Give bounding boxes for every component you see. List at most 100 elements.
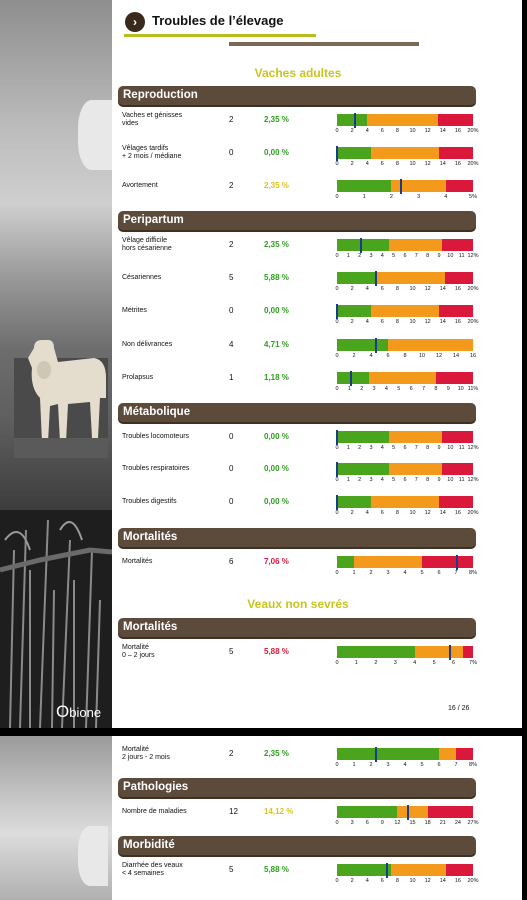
indicator-bar bbox=[337, 147, 473, 159]
tick-label: 10 bbox=[409, 319, 416, 325]
bar-scale: 0 2 4 6 8 10 12 14 16 20% bbox=[335, 510, 479, 518]
indicator-label: Mortalités bbox=[122, 558, 153, 565]
indicator-label: Non délivrances bbox=[122, 341, 173, 348]
indicator-count: 2 bbox=[229, 115, 234, 124]
indicator-row: Vaches et génisses vides 2 2,35 % 0 2 4 6 8 10 12… bbox=[0, 112, 522, 152]
tick-label: 3 bbox=[372, 386, 376, 392]
section-header-peripartum: Peripartum bbox=[118, 211, 476, 230]
bar-segment bbox=[337, 646, 415, 658]
bar-segment bbox=[456, 748, 473, 760]
tick-label: 12% bbox=[467, 477, 479, 483]
value-marker bbox=[336, 430, 338, 445]
indicator-row: Vêlage difficile hors césarienne 2 2,35 % 0… bbox=[0, 237, 522, 277]
indicator-row: Mortalité 0 – 2 jours 5 5,88 % 0 1 2 3 4 5 6 7% bbox=[0, 644, 522, 684]
tick-label: 2 bbox=[369, 762, 373, 768]
tick-label: 14 bbox=[439, 510, 446, 516]
tick-label: 8 bbox=[395, 319, 399, 325]
tick-label: 12 bbox=[435, 353, 443, 359]
tick-label: 0 bbox=[335, 286, 339, 292]
indicator-row: Troubles digestifs 0 0,00 % 0 2 4 6 8 10 12 14 16 20… bbox=[0, 494, 522, 534]
tick-label: 4 bbox=[369, 353, 373, 359]
value-marker bbox=[375, 271, 378, 286]
tick-label: 5 bbox=[392, 253, 396, 259]
cow-photo-strip bbox=[0, 736, 112, 900]
tick-label: 6 bbox=[403, 253, 407, 259]
bar-segment bbox=[337, 239, 390, 251]
tick-label: 14 bbox=[439, 128, 446, 134]
indicator-label: Diarrhée des veaux < 4 semaines bbox=[122, 862, 183, 877]
bar-scale: 0 1 2 3 4 5 6 7 8 9 10 11% bbox=[335, 386, 478, 394]
bar-segment bbox=[337, 372, 370, 384]
indicator-bar bbox=[337, 556, 473, 568]
tick-label: 10 bbox=[457, 386, 464, 392]
bar-segment bbox=[439, 305, 473, 317]
indicator-label: Vaches et génisses vides bbox=[122, 112, 183, 127]
tick-label: 0 bbox=[335, 128, 339, 134]
page-title: Troubles de l’élevage bbox=[152, 13, 284, 28]
value-marker bbox=[349, 371, 352, 386]
bar-segment bbox=[337, 806, 398, 818]
section-header-mortalites: Mortalités bbox=[118, 618, 476, 637]
tick-label: 6 bbox=[409, 386, 413, 392]
bar-scale: 0 2 4 6 8 10 12 14 16 20% bbox=[335, 128, 478, 136]
tick-label: 4 bbox=[365, 286, 369, 292]
tick-label: 3 bbox=[417, 194, 421, 200]
indicator-bar bbox=[337, 806, 473, 818]
page-number: 16 / 26 bbox=[448, 705, 470, 712]
tick-label: 4 bbox=[444, 194, 448, 200]
bar-scale: 0 2 4 6 8 10 12 14 16 20% bbox=[335, 161, 478, 169]
tick-label: 9 bbox=[446, 386, 450, 392]
tick-label: 12 bbox=[424, 510, 431, 516]
tick-label: 5 bbox=[392, 477, 396, 483]
tick-label: 20% bbox=[467, 510, 479, 516]
bar-segment bbox=[337, 180, 392, 192]
tick-label: 4 bbox=[365, 878, 369, 884]
tick-label: 5 bbox=[397, 386, 401, 392]
bar-segment bbox=[437, 114, 473, 126]
indicator-row: Avortement 2 2,35 % 0 1 2 3 4 5% bbox=[0, 178, 522, 218]
chevron-right-icon[interactable]: › bbox=[125, 12, 145, 32]
indicator-label: Troubles digestifs bbox=[122, 498, 177, 505]
tick-label: 3 bbox=[369, 477, 373, 483]
indicator-percentage: 2,35 % bbox=[264, 240, 289, 249]
tick-label: 4 bbox=[365, 161, 369, 167]
indicator-bar bbox=[337, 305, 473, 317]
indicator-bar bbox=[337, 431, 473, 443]
tick-label: 10 bbox=[447, 253, 454, 259]
tick-label: 2 bbox=[374, 660, 378, 666]
tick-label: 20% bbox=[467, 286, 479, 292]
indicator-percentage: 0,00 % bbox=[264, 306, 289, 315]
indicator-label: Nombre de maladies bbox=[122, 808, 187, 815]
tick-label: 12 bbox=[394, 820, 401, 826]
tick-label: 3 bbox=[386, 762, 390, 768]
tick-label: 14 bbox=[452, 353, 460, 359]
tick-label: 16 bbox=[454, 878, 461, 884]
bar-segment bbox=[371, 305, 439, 317]
tick-label: 9 bbox=[437, 445, 441, 451]
indicator-bar bbox=[337, 748, 473, 760]
tick-label: 1 bbox=[354, 660, 358, 666]
value-marker bbox=[399, 179, 402, 194]
indicator-label: Prolapsus bbox=[122, 374, 154, 381]
tick-label: 6 bbox=[403, 445, 407, 451]
tick-label: 6 bbox=[437, 762, 441, 768]
tick-label: 7% bbox=[469, 660, 477, 666]
tick-label: 0 bbox=[335, 510, 339, 516]
tick-label: 0 bbox=[335, 762, 339, 768]
indicator-count: 1 bbox=[229, 373, 234, 382]
indicator-percentage: 0,00 % bbox=[264, 148, 289, 157]
bar-segment bbox=[397, 806, 428, 818]
tick-label: 8 bbox=[403, 353, 407, 359]
tick-label: 10 bbox=[447, 477, 454, 483]
indicator-row: Prolapsus 1 1,18 % 0 1 2 3 4 5 6 7 8 9 10 11% bbox=[0, 370, 522, 410]
tick-label: 6 bbox=[437, 570, 441, 576]
tick-label: 10 bbox=[409, 878, 416, 884]
tick-label: 12 bbox=[424, 128, 431, 134]
tick-label: 1 bbox=[352, 570, 356, 576]
tick-label: 4 bbox=[365, 510, 369, 516]
bar-scale: 0 2 4 6 8 10 12 14 16 20% bbox=[335, 319, 478, 327]
tick-label: 8 bbox=[395, 878, 399, 884]
indicator-count: 5 bbox=[229, 865, 234, 874]
bar-segment bbox=[441, 431, 473, 443]
section-header-mortalites: Mortalités bbox=[118, 528, 476, 547]
